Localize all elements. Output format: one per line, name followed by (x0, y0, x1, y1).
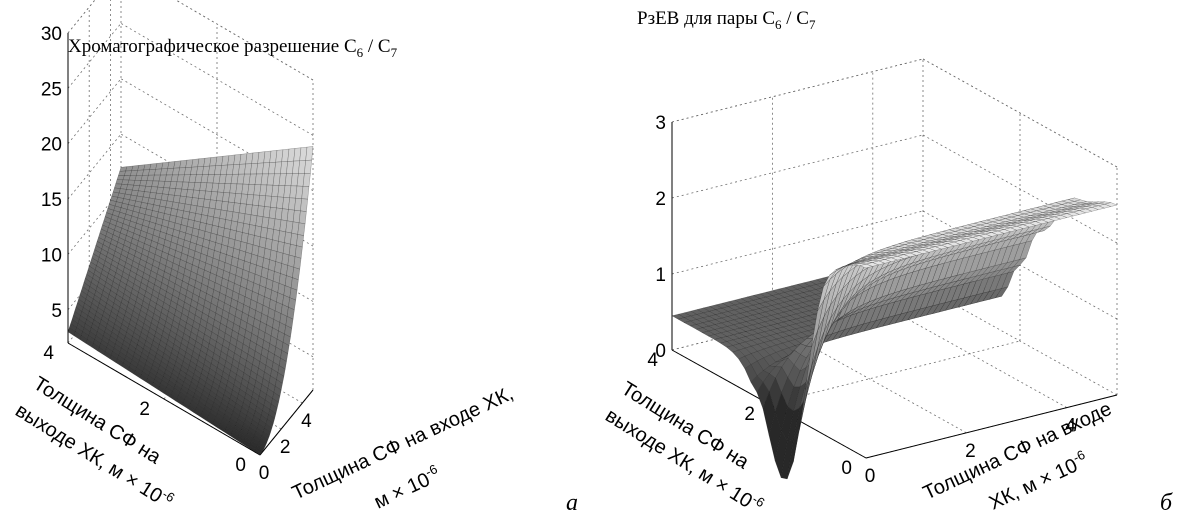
surface-patch (298, 210, 307, 225)
z-tick-label: 15 (41, 190, 62, 211)
y-axis-line (67, 342, 261, 456)
gridline-z-side (120, 78, 314, 192)
gridline-z-back (67, 189, 122, 255)
y-tick-label: 4 (43, 343, 54, 364)
surface-patch (301, 186, 310, 200)
surface-patch (304, 159, 312, 174)
y-tick-label: 2 (744, 404, 755, 425)
y-tick-label: 4 (647, 350, 658, 371)
surface-patch (294, 245, 303, 259)
x-axis-unit-a: м × 10-6 (370, 461, 444, 513)
surface-patch (293, 256, 302, 270)
z-tick-label: 10 (41, 245, 62, 266)
z-tick-label: 3 (655, 113, 666, 134)
y-tick-label: 2 (139, 399, 150, 420)
gridline-z-back (67, 78, 122, 144)
box-top-edge (67, 0, 96, 34)
y-tick-label: 0 (841, 458, 852, 479)
surface-patch (302, 173, 311, 187)
panel-letter-a: а (566, 490, 578, 516)
gridline-z-side (120, 23, 314, 136)
box-top-edge (175, 0, 314, 81)
surface-patch (297, 222, 306, 236)
x-tick-label: 2 (280, 437, 291, 458)
y-tick-label: 0 (235, 455, 246, 476)
x-tick-label: 0 (259, 463, 270, 484)
x-tick-label: 4 (301, 411, 312, 432)
surface-b (671, 197, 1118, 480)
gridline-z-back (671, 210, 924, 275)
z-tick-label: 2 (655, 189, 666, 210)
x-axis-line (259, 389, 314, 456)
surface-a (67, 146, 314, 456)
gridline-y-floor (768, 340, 1021, 405)
surface-patch (305, 146, 314, 161)
box-top-edge (671, 58, 924, 123)
x-tick-label: 4 (1066, 416, 1077, 437)
gridline-z-back (671, 134, 924, 199)
surface-patch (859, 263, 873, 269)
gridline-z-back (671, 58, 924, 123)
gridline-z-back (67, 133, 122, 200)
surface-patch (300, 198, 308, 212)
box-top-edge (922, 58, 1118, 168)
gridline-z-back (67, 23, 122, 89)
x-tick-label: 0 (865, 466, 876, 487)
surface-patch (253, 449, 262, 456)
z-tick-label: 30 (41, 24, 62, 45)
z-tick-label: 1 (655, 265, 666, 286)
chart-title-b: РзЕВ для пары C6 / C7 (637, 8, 816, 32)
gridline-z-back (67, 0, 96, 34)
x-axis-line (865, 394, 1118, 459)
surface-patch (296, 234, 304, 248)
x-tick-label: 2 (965, 441, 976, 462)
z-tick-label: 5 (51, 301, 62, 322)
chart-title-a: Хроматографическое разрешение C6 / C7 (68, 36, 398, 60)
z-tick-label: 0 (655, 341, 666, 362)
z-tick-label: 25 (41, 79, 62, 100)
z-tick-label: 20 (41, 135, 62, 156)
panel-letter-b: б (1160, 490, 1173, 516)
